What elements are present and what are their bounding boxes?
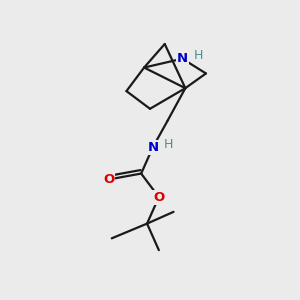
Text: N: N: [147, 141, 158, 154]
Text: N: N: [177, 52, 188, 65]
Text: H: H: [164, 138, 173, 151]
Text: H: H: [194, 49, 203, 62]
Text: O: O: [103, 173, 114, 186]
Text: O: O: [153, 190, 164, 204]
